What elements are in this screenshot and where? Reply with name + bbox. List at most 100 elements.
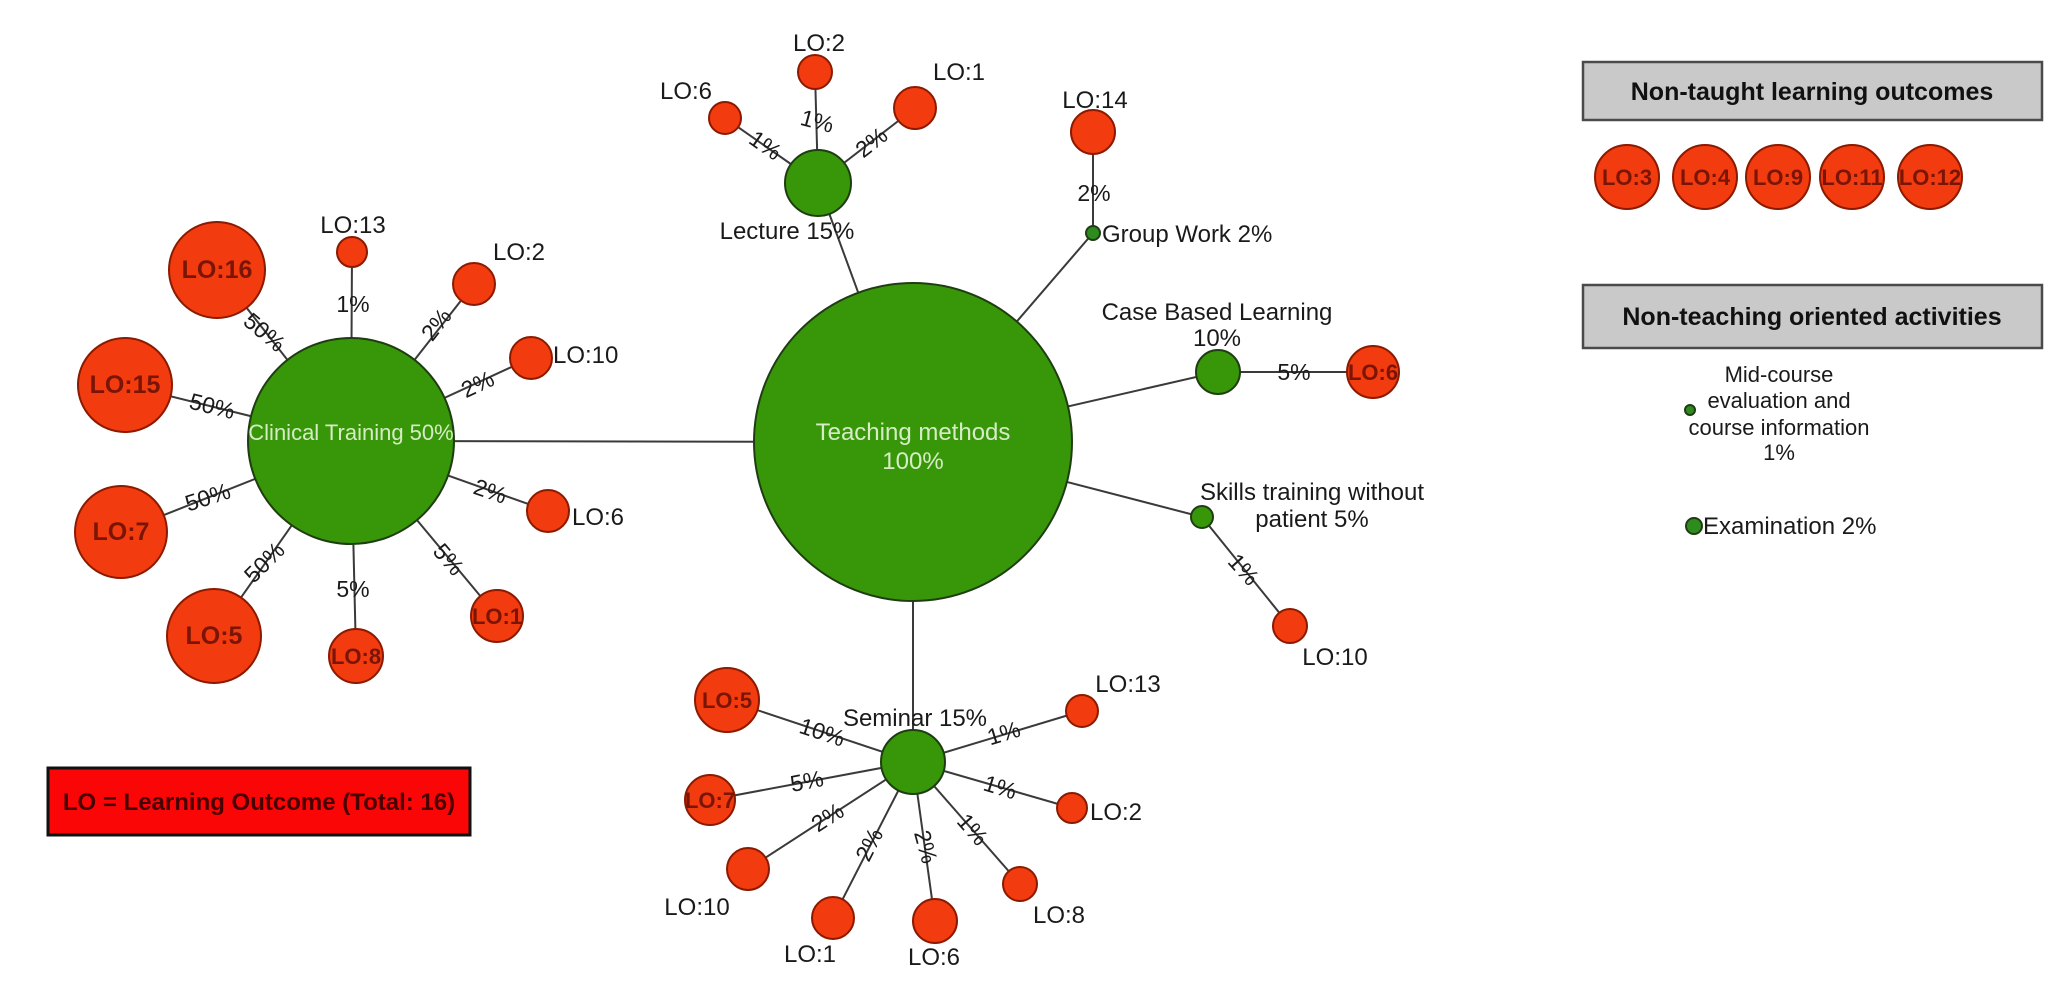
lecture-lo2-pct: 1%: [798, 104, 837, 138]
clinical-lo15-pct: 50%: [187, 388, 238, 424]
casebased-lo6-pct: 5%: [1277, 359, 1310, 385]
seminar-lo13-label: LO:13: [1095, 671, 1160, 698]
clinical-lo6-pct: 2%: [470, 473, 510, 508]
clinical-lo16-pct: 50%: [239, 307, 291, 357]
nontaught-lo3-label: LO:3: [1602, 165, 1652, 190]
lo-circle-clinical-lo1: [470, 589, 524, 643]
lo-circle-nontaught-lo3: [1594, 144, 1660, 210]
clinical-lo2-label: LO:2: [493, 239, 545, 266]
lo-circle-skills-lo10: [1272, 608, 1308, 644]
clinical-lo15-label: LO:15: [90, 371, 161, 399]
lo-circle-seminar-lo7: [684, 774, 736, 826]
seminar-lo2-pct: 1%: [981, 770, 1020, 805]
seminar-lo10-label: LO:10: [664, 894, 729, 921]
non-taught-header-box: [1581, 60, 2044, 122]
nontaught-lo11-label: LO:11: [1821, 165, 1882, 190]
seminar-label: Seminar 15%: [843, 705, 987, 732]
node-skills-training: [1190, 505, 1214, 529]
skills-lo10-pct: 1%: [1223, 548, 1265, 590]
lo-circle-seminar-lo6: [912, 898, 958, 944]
mid-course-label-line1: Mid-course: [1725, 362, 1834, 387]
case-based-label-line2: 10%: [1193, 325, 1241, 352]
node-lecture: [784, 149, 852, 217]
lecture-lo1-label: LO:1: [933, 59, 985, 86]
edge-skills-lo10: [1201, 516, 1291, 627]
lecture-label: Lecture 15%: [720, 218, 855, 245]
lo-circle-seminar-lo1: [811, 896, 855, 940]
skills-lo10-label: LO:10: [1302, 644, 1367, 671]
lo-circle-lecture-lo6: [708, 101, 742, 135]
lo-circle-seminar-lo13: [1065, 694, 1099, 728]
lo-circle-casebased-lo6: [1346, 345, 1400, 399]
lo-circle-nontaught-lo9: [1745, 144, 1811, 210]
clinical-lo8-pct: 5%: [336, 576, 369, 602]
teaching-methods-label-line1: Teaching methods: [816, 419, 1011, 446]
lo-circle-clinical-lo2: [452, 262, 496, 306]
clinical-lo8-label: LO:8: [331, 644, 381, 669]
nontaught-lo12-label: LO:12: [1899, 165, 1961, 190]
lo-circle-clinical-lo8: [328, 628, 384, 684]
lo-circle-clinical-lo10: [509, 336, 553, 380]
seminar-lo7-label: LO:7: [685, 788, 735, 813]
teaching-methods-label-line2: 100%: [882, 448, 943, 475]
clinical-training-label: Clinical Training 50%: [248, 420, 453, 445]
skills-label-line1: Skills training without: [1200, 479, 1424, 506]
node-group-work: [1085, 225, 1101, 241]
group-work-label: Group Work 2%: [1102, 221, 1272, 248]
clinical-lo7-label: LO:7: [93, 518, 150, 546]
casebased-lo6-label: LO:6: [1348, 360, 1398, 385]
lo-circle-clinical-lo6: [526, 489, 570, 533]
lo-circle-seminar-lo8: [1002, 866, 1038, 902]
seminar-lo5-pct: 10%: [796, 713, 848, 752]
non-teaching-header-title: Non-teaching oriented activities: [1622, 303, 2001, 331]
seminar-lo8-label: LO:8: [1033, 902, 1085, 929]
non-taught-header-title: Non-taught learning outcomes: [1631, 78, 1994, 106]
lo-circle-lecture-lo1: [893, 86, 937, 130]
mid-course-label-line3: course information: [1689, 415, 1870, 440]
groupwork-lo14-label: LO:14: [1062, 87, 1127, 114]
edge-seminar-lo7: [709, 761, 914, 801]
seminar-lo6-pct: 2%: [909, 827, 943, 866]
examination-label: Examination 2%: [1703, 513, 1876, 540]
mid-course-dot: [1684, 404, 1696, 416]
clinical-lo2-pct: 2%: [416, 303, 457, 345]
seminar-lo1-pct: 2%: [850, 824, 888, 865]
clinical-lo7-pct: 50%: [182, 478, 234, 517]
clinical-lo6-label: LO:6: [572, 504, 624, 531]
lecture-lo2-label: LO:2: [793, 30, 845, 57]
lo-circle-clinical-lo7: [74, 485, 168, 579]
examination-dot: [1685, 517, 1703, 535]
seminar-lo13-pct: 1%: [984, 716, 1023, 751]
lo-circle-lecture-lo2: [797, 54, 833, 90]
lo-circle-nontaught-lo4: [1672, 144, 1738, 210]
seminar-lo6-label: LO:6: [908, 944, 960, 971]
clinical-lo1-label: LO:1: [472, 604, 522, 629]
node-clinical-training: [247, 337, 455, 545]
lo-circle-seminar-lo10: [726, 847, 770, 891]
node-case-based-learning: [1195, 349, 1241, 395]
legend-text: LO = Learning Outcome (Total: 16): [63, 789, 455, 816]
nontaught-lo4-label: LO:4: [1680, 165, 1731, 190]
clinical-lo5-label: LO:5: [186, 622, 243, 650]
lecture-lo6-pct: 1%: [744, 125, 786, 165]
clinical-lo10-label: LO:10: [553, 342, 618, 369]
seminar-lo7-pct: 5%: [788, 765, 826, 797]
mid-course-label-line2: evaluation and: [1707, 388, 1850, 413]
seminar-lo2-label: LO:2: [1090, 799, 1142, 826]
non-teaching-header-box: [1581, 283, 2044, 350]
lo-circle-clinical-lo15: [77, 337, 173, 433]
lo-circle-clinical-lo13: [336, 236, 368, 268]
clinical-lo16-label: LO:16: [182, 256, 253, 284]
legend-box: [46, 766, 472, 837]
clinical-lo5-pct: 50%: [239, 537, 290, 588]
lecture-lo6-label: LO:6: [660, 78, 712, 105]
clinical-lo10-pct: 2%: [457, 365, 498, 403]
node-teaching-methods: [753, 282, 1073, 602]
mid-course-label-line4: 1%: [1763, 440, 1795, 465]
node-seminar: [880, 729, 946, 795]
lo-circle-seminar-lo2: [1056, 792, 1088, 824]
lo-circle-clinical-lo5: [166, 588, 262, 684]
skills-label-line2: patient 5%: [1255, 506, 1368, 533]
